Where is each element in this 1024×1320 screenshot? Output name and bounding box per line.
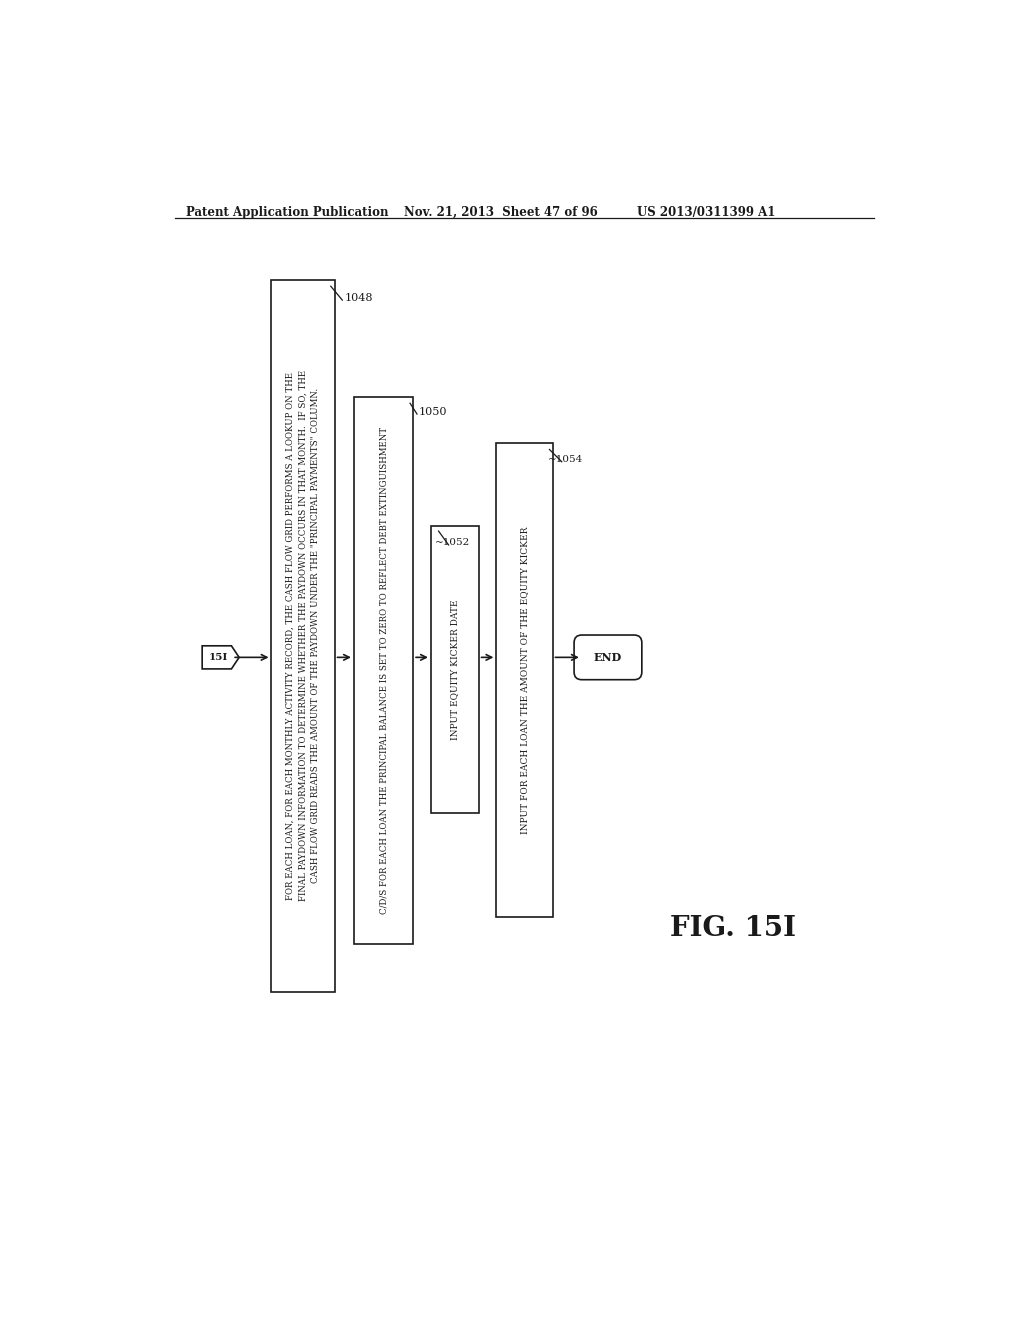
Bar bbox=[497, 444, 553, 917]
FancyBboxPatch shape bbox=[574, 635, 642, 680]
Polygon shape bbox=[202, 645, 240, 669]
Text: Nov. 21, 2013  Sheet 47 of 96: Nov. 21, 2013 Sheet 47 of 96 bbox=[403, 206, 598, 219]
Bar bbox=[431, 527, 478, 813]
Text: ~1054: ~1054 bbox=[548, 455, 583, 463]
Text: END: END bbox=[594, 652, 623, 663]
Text: 15I: 15I bbox=[209, 653, 228, 661]
Text: FIG. 15I: FIG. 15I bbox=[670, 915, 796, 942]
Text: Patent Application Publication: Patent Application Publication bbox=[186, 206, 388, 219]
Bar bbox=[271, 280, 335, 991]
Bar bbox=[354, 397, 413, 944]
Text: INPUT FOR EACH LOAN THE AMOUNT OF THE EQUITY KICKER: INPUT FOR EACH LOAN THE AMOUNT OF THE EQ… bbox=[520, 527, 529, 834]
Text: FOR EACH LOAN, FOR EACH MONTHLY ACTIVITY RECORD, THE CASH FLOW GRID PERFORMS A L: FOR EACH LOAN, FOR EACH MONTHLY ACTIVITY… bbox=[286, 370, 321, 902]
Text: 1050: 1050 bbox=[419, 407, 447, 417]
Text: INPUT EQUITY KICKER DATE: INPUT EQUITY KICKER DATE bbox=[451, 599, 459, 741]
Text: US 2013/0311399 A1: US 2013/0311399 A1 bbox=[637, 206, 775, 219]
Text: ~1052: ~1052 bbox=[435, 539, 470, 546]
Text: C/D/S FOR EACH LOAN THE PRINCIPAL BALANCE IS SET TO ZERO TO REFLECT DEBT EXTINGU: C/D/S FOR EACH LOAN THE PRINCIPAL BALANC… bbox=[379, 426, 388, 913]
Text: 1048: 1048 bbox=[345, 293, 373, 304]
